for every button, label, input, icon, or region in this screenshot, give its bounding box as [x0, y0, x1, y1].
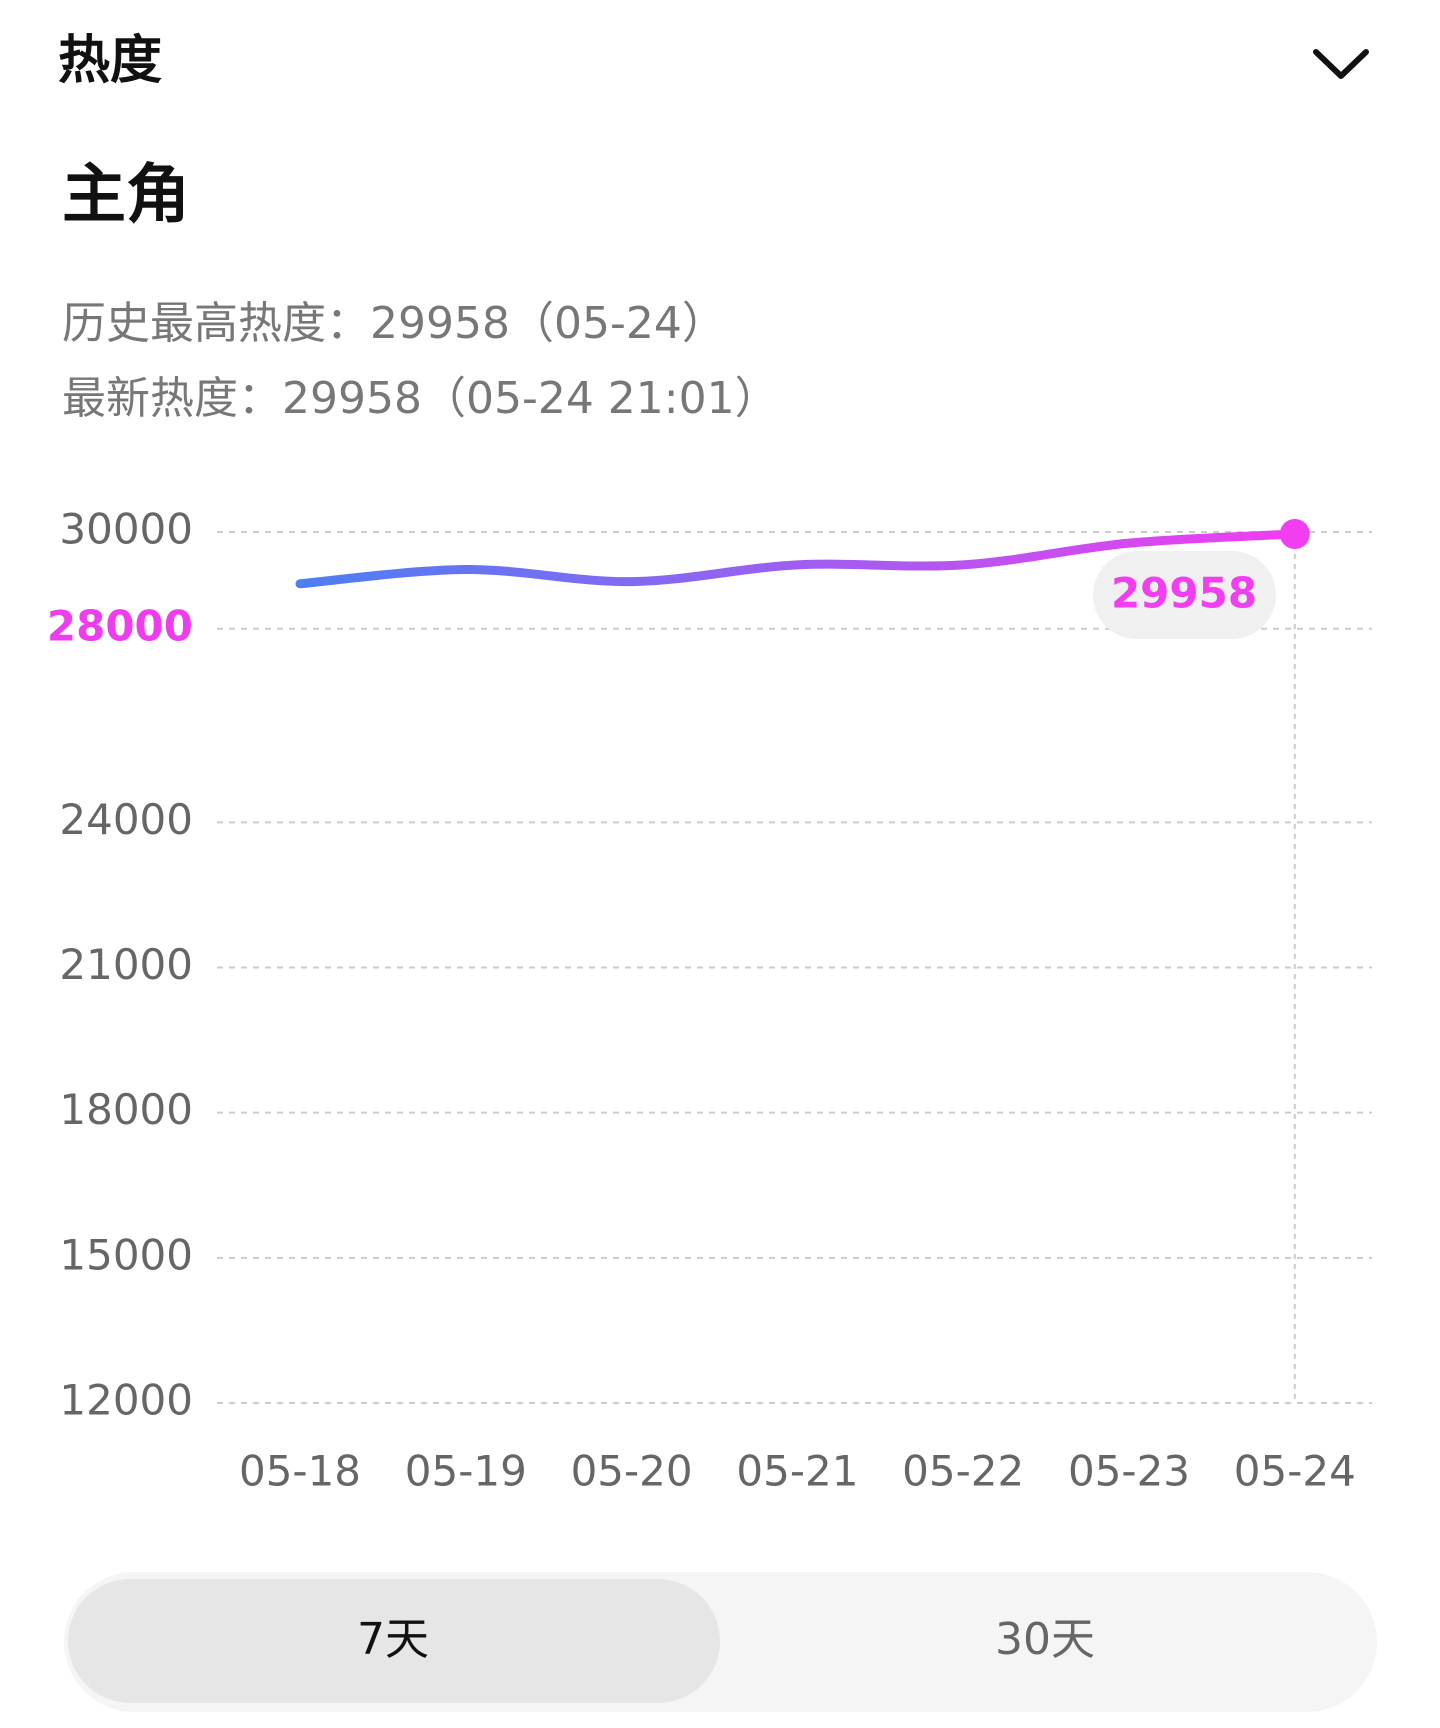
y-tick-label: 28000 [47, 601, 193, 650]
collapse-chevron[interactable] [1313, 49, 1369, 79]
tab-label[interactable]: 30天 [995, 1614, 1095, 1665]
x-tick-label: 05-23 [1068, 1447, 1190, 1496]
x-tick-label: 05-20 [571, 1447, 693, 1496]
y-tick-label: 15000 [59, 1230, 193, 1279]
section-title: 热度 [58, 31, 162, 91]
x-tick-label: 05-18 [239, 1447, 361, 1496]
y-tick-label: 12000 [59, 1376, 193, 1425]
info-line: 最新热度：29958（05-24 21:01） [62, 373, 779, 424]
subject-name: 主角 [62, 159, 190, 233]
highlight-point [1279, 519, 1310, 550]
x-tick-label: 05-19 [405, 1447, 527, 1496]
info-line: 历史最高热度：29958（05-24） [62, 298, 726, 349]
y-tick-label: 30000 [59, 505, 193, 554]
x-tick-label: 05-21 [736, 1447, 858, 1496]
y-tick-label: 24000 [59, 795, 193, 844]
tab-label[interactable]: 7天 [357, 1614, 429, 1665]
tab-active-bg [68, 1579, 720, 1703]
y-tick-label: 18000 [59, 1085, 193, 1134]
x-tick-label: 05-22 [902, 1447, 1024, 1496]
y-tick-label: 21000 [59, 940, 193, 989]
x-tick-label: 05-24 [1234, 1447, 1356, 1496]
value-callout [1093, 551, 1276, 639]
value-label: 29958 [1111, 569, 1257, 618]
line [295, 529, 1300, 589]
